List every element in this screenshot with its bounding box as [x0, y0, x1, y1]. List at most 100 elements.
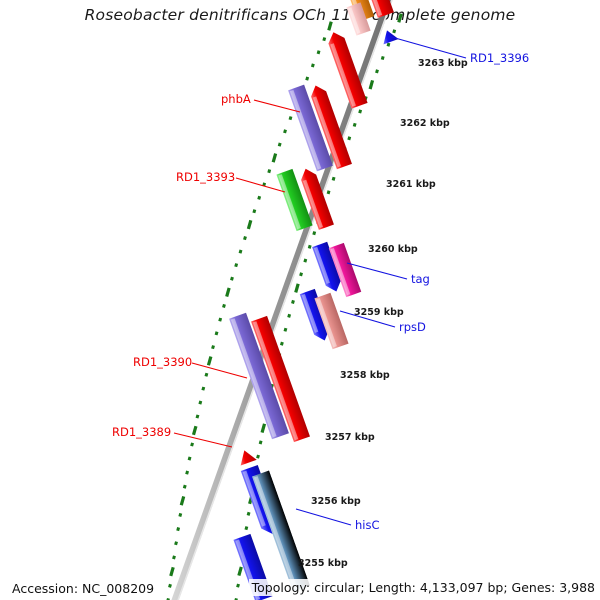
gene-feature[interactable] [298, 166, 334, 230]
gene-feature[interactable] [314, 292, 349, 350]
axis-tick-label: 3262 kbp [400, 118, 450, 129]
gene-box[interactable] [229, 312, 289, 440]
gene-box[interactable] [299, 288, 333, 343]
gene-feature[interactable] [328, 242, 362, 298]
scale-minor-dot [187, 456, 192, 461]
gene-feature[interactable] [251, 315, 310, 443]
gene-label-rd1_3396[interactable]: RD1_3396 [470, 51, 529, 65]
gene-feature[interactable] [312, 241, 344, 294]
gene-box[interactable] [276, 168, 313, 232]
gene-feature[interactable] [325, 29, 368, 109]
scale-minor-dot [256, 454, 260, 459]
gene-feature[interactable] [276, 168, 313, 232]
gene-highlight [230, 318, 277, 438]
gene-feature[interactable] [308, 83, 352, 170]
gene-box[interactable] [314, 292, 349, 350]
scale-minor-dot [252, 209, 257, 214]
axis-tick-label: 3258 kbp [340, 370, 390, 381]
gene-box[interactable] [346, 2, 371, 36]
scale-minor-dot [288, 116, 293, 121]
gene-feature[interactable] [288, 84, 333, 172]
gene-label-phba[interactable]: phbA [221, 92, 251, 106]
page-title: Roseobacter denitrificans OCh 114, compl… [84, 6, 516, 24]
gene-feature[interactable] [299, 288, 333, 343]
gene-feature[interactable] [236, 448, 257, 466]
scale-major-tick [327, 21, 333, 31]
scale-minor-dot [257, 195, 262, 200]
scale-minor-dot [303, 258, 308, 263]
scale-minor-dot [204, 372, 209, 377]
gene-box[interactable] [308, 83, 352, 170]
scale-minor-dot [222, 303, 226, 308]
gene-label-rpsd[interactable]: rpsD [399, 320, 426, 334]
gene-highlight [302, 179, 323, 229]
gene-box[interactable] [251, 315, 310, 443]
scale-major-tick [191, 425, 198, 436]
scale-minor-dot [246, 511, 251, 516]
gene-feature-layer[interactable] [229, 0, 399, 600]
gene-highlight [242, 470, 266, 527]
scale-major-tick [206, 356, 213, 366]
scale-major-tick [271, 153, 278, 163]
axis-tick-label: 3256 kbp [311, 496, 361, 507]
topology-text: Topology: circular; Length: 4,133,097 bp… [248, 579, 598, 596]
gene-box[interactable] [325, 29, 368, 109]
gene-feature[interactable] [252, 470, 310, 592]
scale-major-tick [260, 423, 267, 433]
gene-highlight [301, 293, 319, 333]
genome-backbone[interactable] [168, 0, 399, 600]
scale-major-tick [169, 566, 175, 577]
scale-minor-dot [166, 597, 170, 600]
accession-text: Accession: NC_008209 [12, 581, 155, 596]
scale-minor-dot [347, 136, 352, 141]
gene-label-leader-line [387, 35, 467, 59]
gene-box[interactable] [252, 470, 310, 592]
scale-arc-left [166, 21, 333, 600]
gene-highlight [252, 321, 299, 441]
scale-minor-dot [185, 470, 190, 475]
scale-minor-dot [236, 583, 240, 588]
gene-label-leader-line [235, 177, 286, 193]
gene-feature[interactable] [346, 2, 371, 36]
gene-highlight [312, 96, 342, 168]
gene-label-rd1_3390[interactable]: RD1_3390 [133, 355, 192, 369]
scale-minor-dot [316, 50, 321, 55]
gene-label-leader-line [173, 432, 233, 448]
scale-minor-dot [277, 142, 282, 147]
axis-tick-label: 3263 kbp [418, 58, 468, 69]
gene-label-hisc[interactable]: hisC [355, 518, 380, 532]
axis-tick-label-layer: 3263 kbp 3262 kbp 3261 kbp 3260 kbp 3259 kbp… [298, 58, 468, 569]
status-bar: Accession: NC_008209 Topology: circular;… [0, 574, 600, 600]
scale-minor-dot [182, 484, 187, 489]
gene-highlight [330, 43, 356, 107]
gene-arrowhead[interactable] [236, 448, 257, 466]
gene-box[interactable] [328, 242, 362, 298]
scale-minor-dot [211, 345, 215, 350]
scale-minor-dot [287, 313, 292, 318]
scale-minor-dot [331, 176, 336, 181]
gene-label-rd1_3389[interactable]: RD1_3389 [112, 425, 171, 439]
gene-box[interactable] [367, 0, 394, 18]
axis-tick-label: 3255 kbp [298, 558, 348, 569]
scale-minor-dot [283, 327, 288, 332]
gene-highlight [253, 476, 298, 590]
gene-highlight [289, 90, 322, 170]
gene-box[interactable] [298, 166, 334, 230]
scale-minor-dot [279, 341, 284, 346]
gene-label-leader-line [346, 262, 408, 280]
scale-minor-dot [178, 512, 183, 517]
scale-minor-dot [214, 331, 219, 336]
gene-label-tag[interactable]: tag [411, 272, 430, 286]
gene-label-rd1_3393[interactable]: RD1_3393 [176, 170, 235, 184]
gene-feature[interactable] [229, 312, 289, 440]
gene-feature[interactable] [367, 0, 394, 18]
gene-box[interactable] [312, 241, 344, 294]
scale-minor-dot [258, 440, 263, 445]
gene-highlight [330, 247, 351, 296]
scale-minor-dot [291, 299, 295, 304]
scale-minor-dot [243, 236, 247, 241]
gene-box[interactable] [288, 84, 333, 172]
